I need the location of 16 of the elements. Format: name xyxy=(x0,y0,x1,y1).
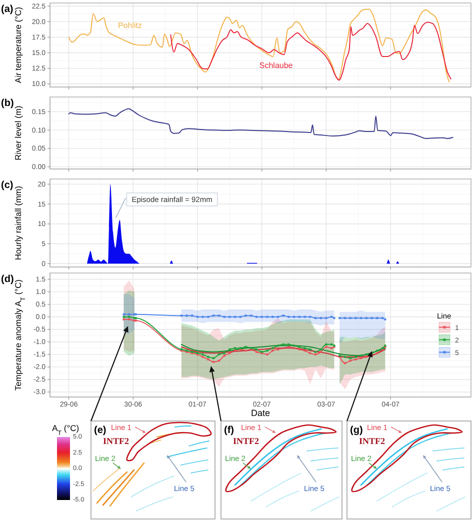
y-axis-title: Hourly rainfall (mm) xyxy=(13,186,23,260)
text: (f) xyxy=(224,425,234,436)
chart-title: (a) xyxy=(1,4,14,15)
y-axis-title: Air temperature (°C) xyxy=(13,6,23,84)
text: INTF2 xyxy=(233,436,260,446)
chart-title: (b) xyxy=(1,98,14,109)
series-label: Schlaube xyxy=(259,61,294,70)
chart-title: (c) xyxy=(1,180,14,191)
text: INTF2 xyxy=(103,436,130,446)
text: (e) xyxy=(94,425,106,436)
text: INTF2 xyxy=(359,436,386,446)
series-label: Pohlitz xyxy=(118,21,142,30)
chart-title: (d) xyxy=(1,274,14,285)
text: (g) xyxy=(350,425,363,436)
y-axis-title: River level (m) xyxy=(13,105,23,160)
x-axis-title: Date xyxy=(250,408,270,418)
